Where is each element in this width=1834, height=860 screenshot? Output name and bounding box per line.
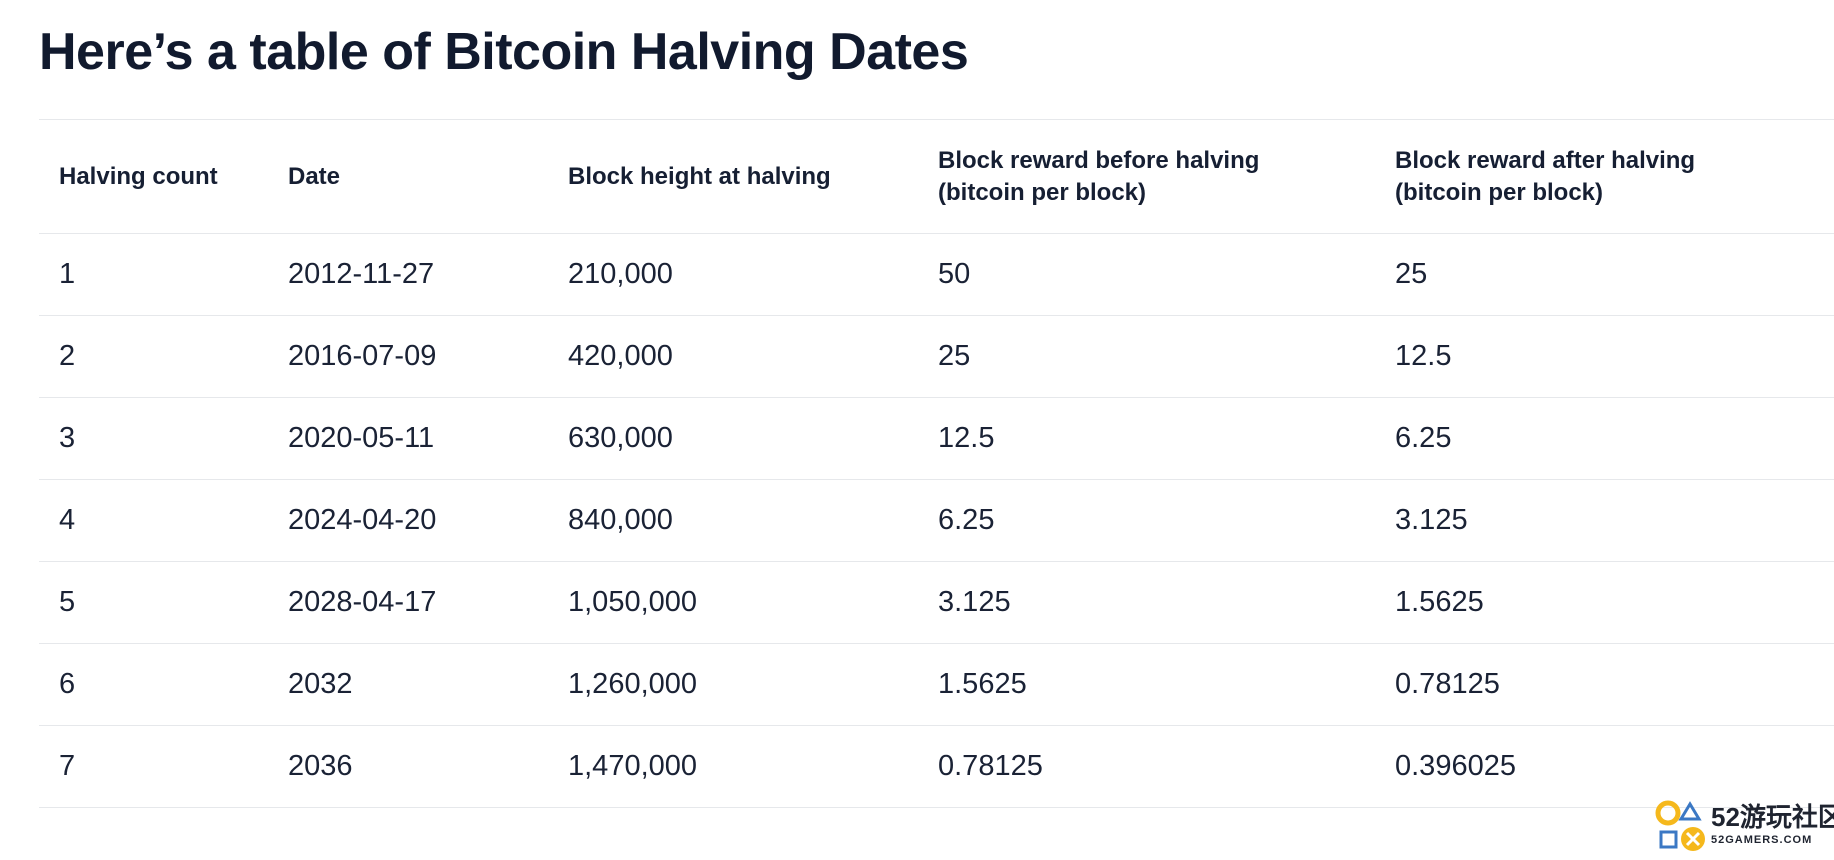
watermark-logo: 52游玩社区 52GAMERS.COM	[1655, 797, 1834, 855]
cell-reward-before: 3.125	[938, 586, 1011, 618]
cell-reward-before: 6.25	[938, 504, 995, 536]
column-header-date: Date	[288, 162, 341, 190]
cell-reward-after: 1.5625	[1395, 586, 1484, 618]
column-header-reward-before: Block reward before halving (bitcoin per…	[918, 120, 1375, 234]
cell-halving-count: 1	[59, 258, 76, 290]
cell-reward-after: 3.125	[1395, 504, 1468, 536]
table-row: 5 2028-04-17 1,050,000 3.125 1.5625	[39, 562, 1834, 644]
cell-halving-count: 2	[59, 340, 76, 372]
halving-table: Halving count Date Block height at halvi…	[39, 119, 1834, 808]
watermark-square-icon	[1659, 830, 1678, 849]
column-header-reward-before-line1: Block reward before halving	[938, 146, 1260, 174]
cell-block-height: 210,000	[568, 258, 673, 290]
cell-reward-before: 50	[938, 258, 971, 290]
table-row: 4 2024-04-20 840,000 6.25 3.125	[39, 480, 1834, 562]
cell-reward-before: 0.78125	[938, 750, 1043, 782]
cell-block-height: 1,260,000	[568, 668, 698, 700]
table-row: 3 2020-05-11 630,000 12.5 6.25	[39, 398, 1834, 480]
table-header: Halving count Date Block height at halvi…	[39, 119, 1834, 234]
cell-date: 2024-04-20	[288, 504, 437, 536]
cell-date: 2020-05-11	[288, 422, 435, 454]
cell-halving-count: 3	[59, 422, 76, 454]
cell-reward-after: 6.25	[1395, 422, 1452, 454]
cell-halving-count: 4	[59, 504, 76, 536]
cell-block-height: 1,470,000	[568, 750, 698, 782]
cell-reward-after: 12.5	[1395, 340, 1452, 372]
cell-halving-count: 7	[59, 750, 76, 782]
watermark-symbols-icon	[1655, 800, 1705, 851]
column-header-reward-after: Block reward after halving (bitcoin per …	[1375, 120, 1834, 234]
cell-halving-count: 6	[59, 668, 76, 700]
column-header-reward-after-line2: (bitcoin per block)	[1395, 178, 1604, 206]
cell-block-height: 1,050,000	[568, 586, 698, 618]
column-header-reward-before-line2: (bitcoin per block)	[938, 178, 1147, 206]
cell-reward-after: 0.396025	[1395, 750, 1516, 782]
cell-reward-after: 25	[1395, 258, 1428, 290]
watermark-circle-icon	[1655, 800, 1681, 826]
column-header-reward-after-line1: Block reward after halving	[1395, 146, 1696, 174]
table-body: 1 2012-11-27 210,000 50 25 2 2016-07-09 420,000…	[39, 234, 1834, 808]
cell-block-height: 630,000	[568, 422, 673, 454]
watermark-subtext: 52GAMERS.COM	[1711, 834, 1813, 846]
table-header-row: Halving count Date Block height at halvi…	[39, 119, 1834, 234]
table-row: 2 2016-07-09 420,000 25 12.5	[39, 316, 1834, 398]
cell-halving-count: 5	[59, 586, 76, 618]
table-row: 6 2032 1,260,000 1.5625 0.78125	[39, 644, 1834, 726]
cell-block-height: 840,000	[568, 504, 673, 536]
cell-date: 2016-07-09	[288, 340, 437, 372]
cell-date: 2012-11-27	[288, 258, 435, 290]
cell-date: 2032	[288, 668, 353, 700]
table-row: 1 2012-11-27 210,000 50 25	[39, 234, 1834, 316]
cell-reward-before: 12.5	[938, 422, 995, 454]
watermark-cross-icon	[1685, 831, 1701, 847]
cell-reward-before: 25	[938, 340, 971, 372]
cell-reward-before: 1.5625	[938, 668, 1027, 700]
column-header-block-height: Block height at halving	[568, 162, 831, 190]
cell-block-height: 420,000	[568, 340, 673, 372]
watermark-triangle-icon	[1678, 801, 1702, 821]
column-header-halving-count: Halving count	[59, 162, 218, 190]
halving-table-container: Halving count Date Block height at halvi…	[39, 119, 1834, 808]
cell-date: 2028-04-17	[288, 586, 437, 618]
page-title: Here’s a table of Bitcoin Halving Dates	[39, 23, 969, 81]
cell-reward-after: 0.78125	[1395, 668, 1500, 700]
table-row: 7 2036 1,470,000 0.78125 0.396025	[39, 726, 1834, 808]
cell-date: 2036	[288, 750, 353, 782]
watermark-logo-text: 52游玩社区	[1711, 802, 1834, 832]
